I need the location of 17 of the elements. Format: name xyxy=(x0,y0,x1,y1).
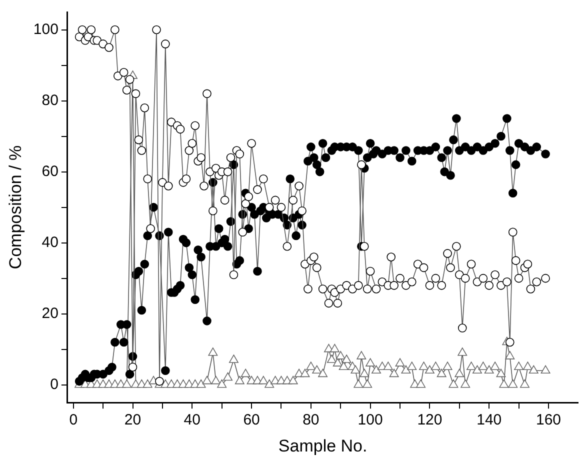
y-tick-label: 40 xyxy=(42,234,58,251)
x-tick-label: 100 xyxy=(358,412,383,429)
x-tick-label: 160 xyxy=(536,412,562,429)
y-tick-label: 20 xyxy=(42,304,58,322)
x-tick-label: 120 xyxy=(417,412,442,429)
x-tick-label: 20 xyxy=(124,412,142,429)
y-tick-label: 60 xyxy=(42,162,58,180)
y-axis-title: Composition / % xyxy=(6,145,25,270)
x-tick-label: 80 xyxy=(302,412,320,429)
x-axis-title: Sample No. xyxy=(278,436,368,456)
x-tick-label: 140 xyxy=(476,412,502,429)
y-tick-label: 80 xyxy=(42,92,58,109)
y-tick-label: 0 xyxy=(50,376,58,393)
x-tick-label: 60 xyxy=(243,412,260,429)
y-tick-label: 100 xyxy=(33,20,58,38)
x-tick-label: 0 xyxy=(69,412,78,429)
x-tick-label: 40 xyxy=(184,412,200,429)
